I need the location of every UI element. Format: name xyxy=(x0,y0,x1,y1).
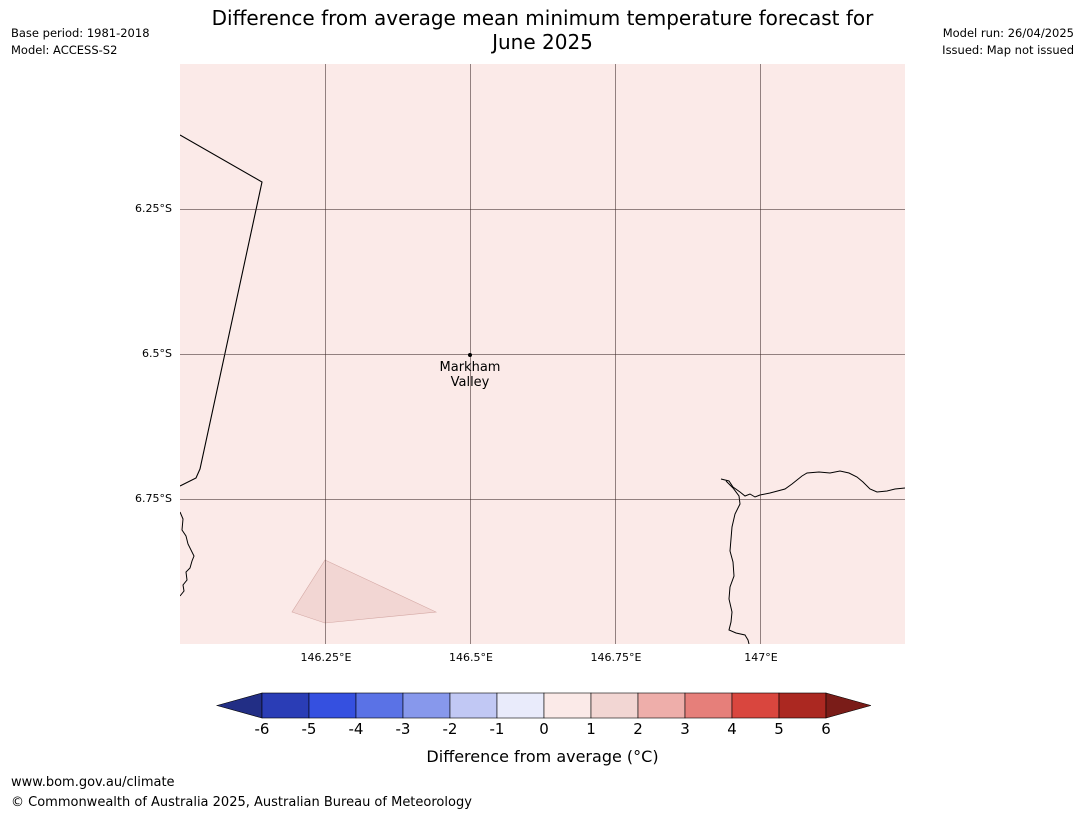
colorbar-tick-label: 1 xyxy=(586,720,596,738)
lat-label-6-75: 6.75°S xyxy=(135,492,172,505)
title-line-2: June 2025 xyxy=(492,30,593,54)
colorbar-segment xyxy=(778,692,827,719)
colorbar-segment xyxy=(590,692,639,719)
issued-text: Issued: Map not issued xyxy=(942,43,1074,57)
colorbar-arrow-high xyxy=(825,692,871,719)
footer-copyright: © Commonwealth of Australia 2025, Austra… xyxy=(11,795,472,810)
colorbar-tick-label: -3 xyxy=(395,720,411,738)
colorbar-segment xyxy=(496,692,545,719)
colorbar-segment xyxy=(355,692,404,719)
colorbar-tick-label: 5 xyxy=(774,720,784,738)
coastline-west xyxy=(180,511,195,597)
colorbar-tick-label: -4 xyxy=(348,720,364,738)
model-text: Model: ACCESS-S2 xyxy=(11,43,118,57)
colorbar-tick-label: -1 xyxy=(489,720,505,738)
colorbar-segment xyxy=(731,692,780,719)
map-svg xyxy=(180,134,905,644)
colorbar-tick-label: 6 xyxy=(821,720,831,738)
coastline-east xyxy=(720,470,905,498)
place-marker xyxy=(468,353,472,357)
colorbar-tick-label: -5 xyxy=(301,720,317,738)
lat-label-6-25: 6.25°S xyxy=(135,202,172,215)
colorbar-segment xyxy=(402,692,451,719)
meta-right: Model run: 26/04/2025 Issued: Map not is… xyxy=(942,25,1074,59)
colorbar-segment xyxy=(637,692,686,719)
lon-label-146-75: 146.75°E xyxy=(590,651,642,664)
colorbar-tick-label: -2 xyxy=(442,720,458,738)
colorbar-segment xyxy=(684,692,733,719)
lon-label-146-25: 146.25°E xyxy=(300,651,352,664)
colorbar-tick-label: 2 xyxy=(633,720,643,738)
border-line xyxy=(180,134,263,487)
lon-label-147: 147°E xyxy=(744,651,778,664)
meta-left: Base period: 1981-2018 Model: ACCESS-S2 xyxy=(11,25,150,59)
map-panel xyxy=(180,64,905,644)
colorbar-segment xyxy=(543,692,592,719)
lat-label-6-5: 6.5°S xyxy=(142,347,172,360)
grid-lat-6-5 xyxy=(180,354,905,355)
river-line xyxy=(725,480,750,644)
colorbar-tick-label: 4 xyxy=(727,720,737,738)
place-name-line-1: Markham xyxy=(439,360,501,375)
colorbar xyxy=(215,692,871,719)
model-run-text: Model run: 26/04/2025 xyxy=(942,26,1074,40)
colorbar-tick-label: 0 xyxy=(539,720,549,738)
grid-lat-6-75 xyxy=(180,499,905,500)
lon-label-146-5: 146.5°E xyxy=(449,651,493,664)
footer-url: www.bom.gov.au/climate xyxy=(11,775,175,790)
colorbar-segment xyxy=(449,692,498,719)
colorbar-segment xyxy=(261,692,310,719)
place-label: Markham Valley xyxy=(420,360,520,390)
chart-title: Difference from average mean minimum tem… xyxy=(0,6,1085,54)
base-period-text: Base period: 1981-2018 xyxy=(11,26,150,40)
place-name-line-2: Valley xyxy=(450,375,490,390)
colorbar-label: Difference from average (°C) xyxy=(426,747,659,766)
grid-lat-6-25 xyxy=(180,209,905,210)
colorbar-tick-label: 3 xyxy=(680,720,690,738)
forecast-region-1-2 xyxy=(291,559,438,624)
colorbar-tick-label: -6 xyxy=(254,720,270,738)
colorbar-arrow-low xyxy=(215,692,263,719)
title-line-1: Difference from average mean minimum tem… xyxy=(211,6,874,30)
colorbar-segment xyxy=(308,692,357,719)
